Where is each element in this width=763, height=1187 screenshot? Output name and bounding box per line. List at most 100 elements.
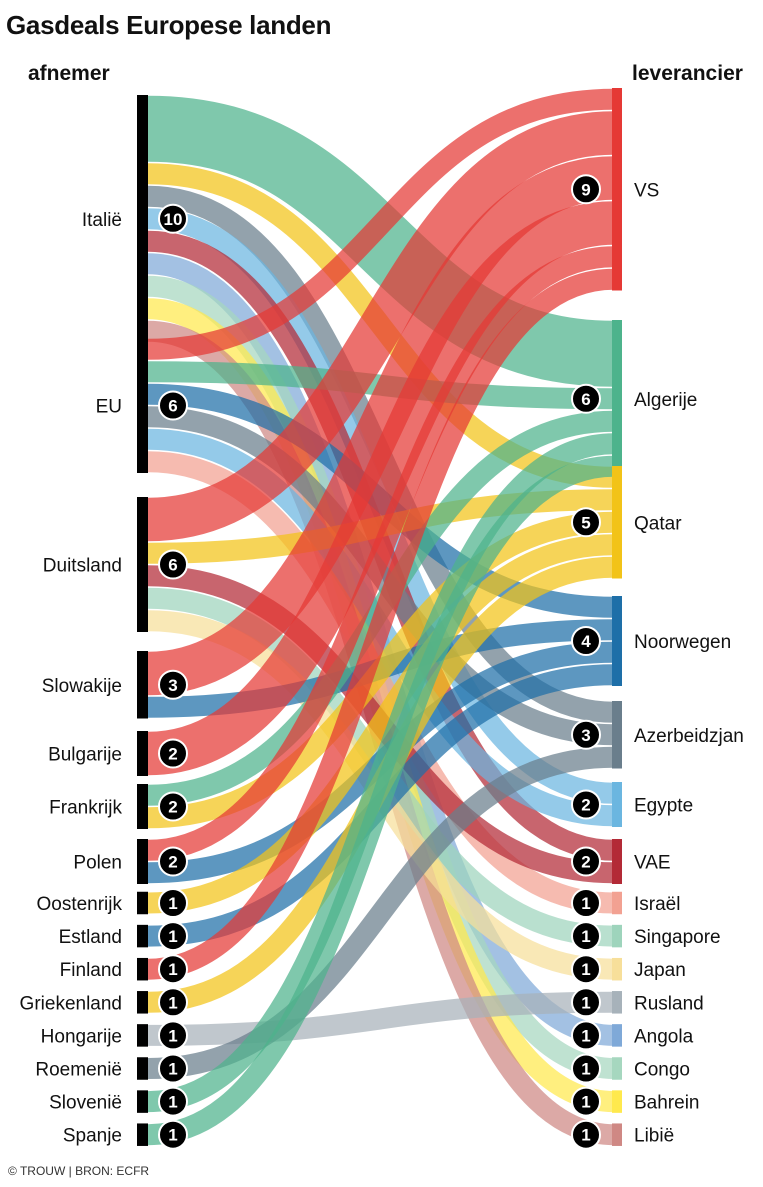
buyer-count-griekenland: 1: [168, 993, 177, 1012]
buyer-badge-estland: [158, 921, 188, 952]
buyer-badge-spanje: [158, 1119, 188, 1150]
link-duitsland-vs: [147, 111, 615, 542]
buyer-badge-eu: [158, 390, 188, 421]
buyer-bar-italie: [137, 95, 148, 343]
buyer-bar-slovenie: [137, 1090, 148, 1113]
buyer-label-duitsland: Duitsland: [43, 556, 122, 577]
node-bars: [137, 88, 622, 1146]
supplier-label-israel: Israël: [634, 894, 680, 915]
buyer-bar-polen: [137, 839, 148, 884]
buyer-label-oostenrijk: Oostenrijk: [36, 894, 122, 915]
buyer-badge-slowakije: [158, 669, 188, 700]
supplier-label-algerije: Algerije: [634, 390, 697, 411]
link-spanje-algerije: [147, 455, 615, 1146]
supplier-bar-japan: [612, 957, 622, 981]
buyer-count-finland: 1: [168, 960, 177, 979]
buyer-bar-duitsland: [137, 497, 148, 632]
buyer-badge-oostenrijk: [158, 888, 188, 918]
buyer-count-slowakije: 3: [168, 676, 177, 695]
supplier-count-algerije: 6: [581, 390, 590, 409]
buyer-count-estland: 1: [168, 927, 177, 946]
supplier-bar-angola: [612, 1024, 622, 1047]
supplier-count-vs: 9: [581, 180, 590, 199]
buyer-count-spanje: 1: [168, 1126, 177, 1145]
supplier-count-azerbeidzjan: 3: [581, 726, 590, 745]
supplier-label-libie: Libië: [634, 1126, 674, 1147]
buyer-count-oostenrijk: 1: [168, 894, 177, 913]
link-eu-vs: [147, 88, 615, 360]
supplier-bar-rusland: [612, 991, 622, 1014]
supplier-bar-algerije: [612, 320, 622, 478]
supplier-badge-libie: [571, 1119, 601, 1150]
supplier-count-israel: 1: [581, 894, 590, 913]
link-oostenrijk-qatar: [147, 534, 615, 914]
buyer-label-frankrijk: Frankrijk: [49, 798, 122, 819]
buyer-label-hongarije: Hongarije: [41, 1026, 122, 1047]
buyer-count-eu: 6: [168, 397, 177, 416]
buyer-label-bulgarije: Bulgarije: [48, 745, 122, 766]
buyer-bar-roemenie: [137, 1057, 148, 1080]
supplier-count-vae: 2: [581, 853, 590, 872]
supplier-badge-israel: [571, 888, 601, 918]
buyer-bar-bulgarije: [137, 731, 148, 776]
buyer-count-bulgarije: 2: [168, 745, 177, 764]
buyer-badge-finland: [158, 954, 188, 985]
supplier-badge-singapore: [571, 921, 601, 952]
buyer-count-duitsland: 6: [168, 556, 177, 575]
buyer-count-hongarije: 1: [168, 1026, 177, 1045]
buyer-badge-frankrijk: [158, 791, 188, 822]
buyer-label-slowakije: Slowakije: [42, 676, 122, 697]
supplier-bar-noorwegen: [612, 596, 622, 686]
buyer-bar-estland: [137, 924, 148, 948]
supplier-badge-noorwegen: [571, 626, 601, 656]
buyer-count-polen: 2: [168, 853, 177, 872]
supplier-bar-bahrein: [612, 1090, 622, 1113]
supplier-count-egypte: 2: [581, 796, 590, 815]
buyer-label-italie: Italië: [82, 210, 122, 231]
supplier-count-noorwegen: 4: [581, 632, 591, 651]
flow-links: [147, 88, 615, 1146]
supplier-count-japan: 1: [581, 960, 590, 979]
buyer-bar-eu: [137, 338, 148, 473]
supplier-bar-qatar: [612, 466, 622, 579]
supplier-bar-egypte: [612, 782, 622, 827]
buyer-bar-oostenrijk: [137, 891, 148, 915]
supplier-label-vae: VAE: [634, 853, 671, 874]
buyer-bar-spanje: [137, 1123, 148, 1146]
supplier-bar-congo: [612, 1057, 622, 1080]
supplier-label-rusland: Rusland: [634, 993, 704, 1014]
supplier-bar-israel: [612, 891, 622, 915]
link-slowakije-vs: [147, 156, 615, 696]
buyer-badge-hongarije: [158, 1020, 188, 1051]
suppliers-heading: leverancier: [632, 62, 743, 85]
link-frankrijk-qatar: [147, 511, 615, 829]
supplier-badge-japan: [571, 954, 601, 985]
buyer-count-roemenie: 1: [168, 1060, 177, 1079]
buyer-bar-slowakije: [137, 651, 148, 719]
supplier-label-qatar: Qatar: [634, 513, 682, 534]
supplier-bar-singapore: [612, 924, 622, 948]
node-labels: Italië 10 EU 6 Duitsland 6 Slowakije 3 Bulgarije…: [20, 174, 744, 1150]
supplier-label-vs: VS: [634, 180, 659, 201]
link-finland-vs: [147, 268, 615, 980]
supplier-badge-algerije: [571, 383, 601, 414]
buyer-badge-bulgarije: [158, 738, 188, 769]
buyer-badge-polen: [158, 846, 188, 877]
buyer-bar-griekenland: [137, 991, 148, 1014]
link-italie-algerije: [147, 95, 615, 387]
buyer-label-finland: Finland: [60, 960, 122, 981]
supplier-badge-vae: [571, 846, 601, 877]
buyer-bar-finland: [137, 957, 148, 981]
buyer-label-slovenie: Slovenië: [49, 1093, 122, 1114]
supplier-count-libie: 1: [581, 1126, 590, 1145]
supplier-label-egypte: Egypte: [634, 796, 693, 817]
link-polen-vs: [147, 246, 615, 861]
supplier-label-angola: Angola: [634, 1026, 694, 1047]
supplier-label-japan: Japan: [634, 960, 686, 981]
supplier-count-rusland: 1: [581, 993, 590, 1012]
buyer-badge-roemenie: [158, 1053, 188, 1084]
supplier-bar-libie: [612, 1123, 622, 1146]
supplier-badge-congo: [571, 1053, 601, 1084]
supplier-label-singapore: Singapore: [634, 927, 721, 948]
